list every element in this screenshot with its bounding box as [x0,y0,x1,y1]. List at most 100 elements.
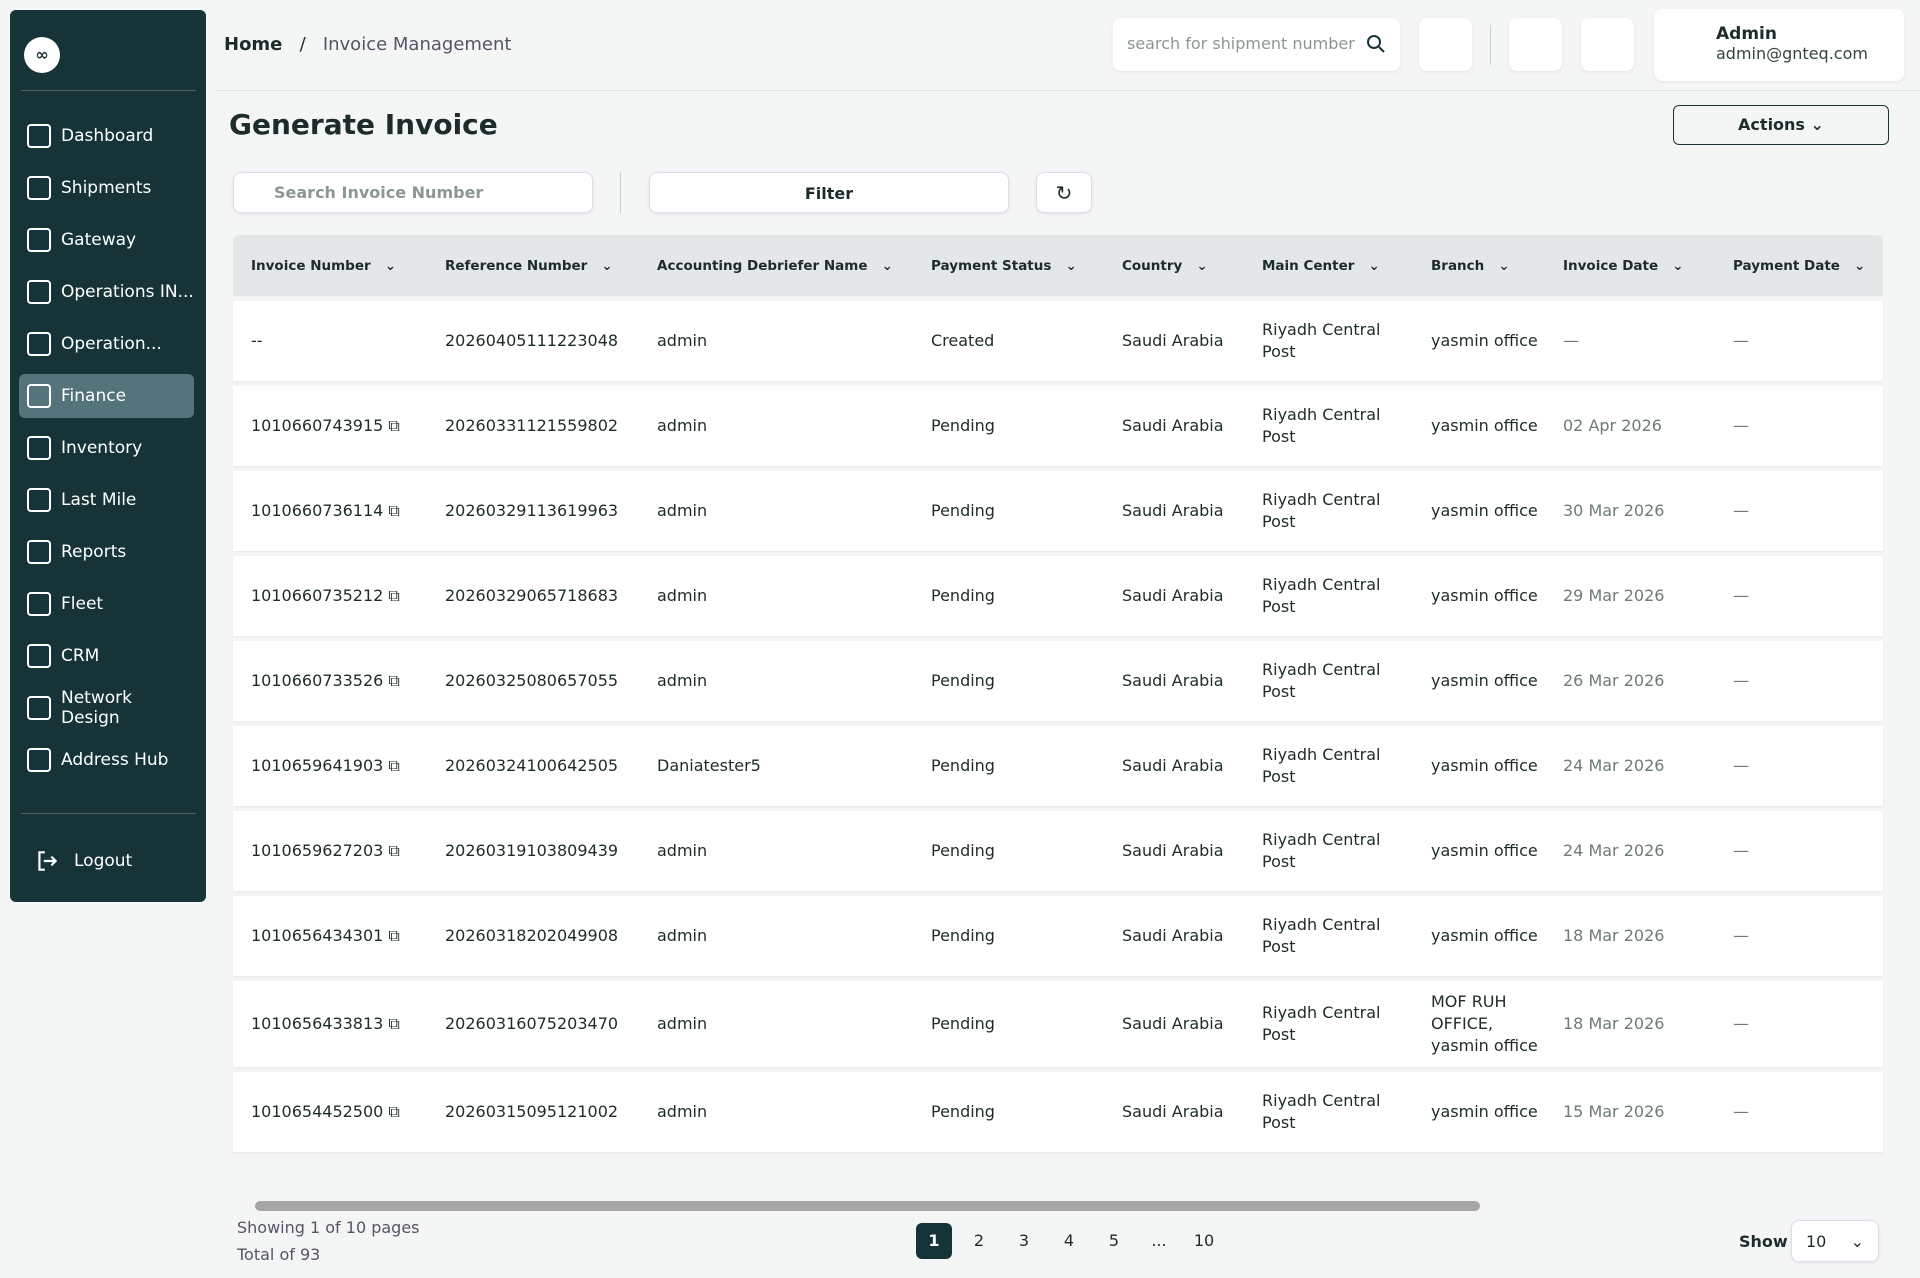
nav-label: Reports [61,542,127,562]
table-cell: yasmin office [1431,670,1563,692]
cell-text: admin [657,1014,708,1033]
cell-text: yasmin office [1431,756,1538,775]
cell-text: Pending [931,756,995,775]
nav-label: Network Design [61,688,132,728]
nav-item[interactable]: Dashboard [19,114,194,158]
cell-text: yasmin office [1431,671,1538,690]
table-cell: Saudi Arabia [1122,330,1262,352]
page-button[interactable]: 1 [916,1223,952,1259]
page-button[interactable]: 4 [1063,1231,1075,1250]
nav-item[interactable]: CRM [19,634,194,678]
cell-text: Riyadh Central Post [1262,405,1381,446]
table-cell: 20260329113619963 [445,500,657,522]
filter-dropdown[interactable]: Filter [649,172,1009,213]
column-header[interactable]: Invoice Number ⌄ [251,258,445,274]
nav-item[interactable]: Gateway [19,218,194,262]
column-header[interactable]: Branch ⌄ [1431,258,1563,274]
copy-icon[interactable]: ⧉ [383,841,400,860]
copy-icon[interactable]: ⧉ [383,671,400,690]
nav-icon [27,228,51,252]
nav-label: Fleet [61,594,104,614]
page-button[interactable]: 3 [1018,1231,1030,1250]
cell-text: — [1563,331,1579,350]
page-button[interactable]: 5 [1108,1231,1120,1250]
cell-text: 1010656434301 [251,926,384,945]
cell-text: 1010659641903 [251,756,384,775]
table-cell: 18 Mar 2026 [1563,1013,1733,1035]
table-cell: admin [657,585,931,607]
table-cell: 24 Mar 2026 [1563,840,1733,862]
cell-text: Riyadh Central Post [1262,320,1381,361]
table-cell: Saudi Arabia [1122,840,1262,862]
cell-text: Pending [931,501,995,520]
cell-text: — [1733,926,1749,945]
nav-item[interactable]: Inventory [19,426,194,470]
cell-text: yasmin office [1431,926,1538,945]
divider [1490,25,1491,65]
cell-text: admin [657,671,708,690]
nav-item[interactable]: Fleet [19,582,194,626]
table-cell: 20260325080657055 [445,670,657,692]
column-header[interactable]: Main Center ⌄ [1262,258,1431,274]
table-cell: 20260319103809439 [445,840,657,862]
showing-text: Showing 1 of 10 pages [237,1218,420,1237]
page-size-select[interactable]: 10 ⌄ [1791,1220,1879,1262]
table-cell: Saudi Arabia [1122,415,1262,437]
scrollbar[interactable] [255,1201,1480,1211]
copy-icon[interactable]: ⧉ [383,1014,400,1033]
nav-item[interactable]: Operations IN... [19,270,194,314]
nav-item[interactable]: Last Mile [19,478,194,522]
page-button[interactable]: 2 [973,1231,985,1250]
cell-text: Saudi Arabia [1122,1014,1224,1033]
nav-label: Inventory [61,438,143,458]
column-header[interactable]: Invoice Date ⌄ [1563,258,1733,274]
cell-text: Pending [931,1014,995,1033]
cell-text: — [1733,416,1749,435]
table-cell: 02 Apr 2026 [1563,415,1733,437]
crumb-home[interactable]: Home [224,34,283,55]
shipment-search[interactable]: search for shipment number [1113,18,1400,71]
copy-icon[interactable]: ⧉ [383,416,400,435]
table-cell: 1010654452500 ⧉ [251,1101,445,1123]
notifications-button[interactable] [1509,18,1562,71]
table-cell: Riyadh Central Post [1262,574,1431,618]
page-button[interactable]: ... [1151,1231,1167,1250]
copy-icon[interactable]: ⧉ [383,1102,400,1121]
calculator-button[interactable] [1419,18,1472,71]
table-row: 1010660736114 ⧉ 20260329113619963 admin Pen… [233,471,1883,551]
cell-text: Saudi Arabia [1122,671,1224,690]
logout[interactable]: Logout [34,848,132,874]
table-cell: Saudi Arabia [1122,1013,1262,1035]
nav-item[interactable]: Shipments [19,166,194,210]
table-cell: 15 Mar 2026 [1563,1101,1733,1123]
search-placeholder: Search Invoice Number [274,183,484,202]
column-header[interactable]: Payment Status ⌄ [931,258,1122,274]
nav-item[interactable]: Network Design [19,686,194,730]
cell-text: Pending [931,671,995,690]
copy-icon[interactable]: ⧉ [383,586,400,605]
copy-icon[interactable]: ⧉ [383,926,400,945]
nav-item[interactable]: Operation... [19,322,194,366]
actions-button[interactable]: Actions ⌄ [1673,105,1889,145]
nav-item[interactable]: Address Hub [19,738,194,782]
column-header[interactable]: Payment Date ⌄ [1733,258,1901,274]
column-header[interactable]: Country ⌄ [1122,258,1262,274]
table-cell: 1010659627203 ⧉ [251,840,445,862]
language-button[interactable] [1581,18,1634,71]
copy-icon[interactable]: ⧉ [383,756,400,775]
nav-item[interactable]: Finance [19,374,194,418]
cell-text: — [1733,331,1749,350]
table-cell: yasmin office [1431,585,1563,607]
cell-text: — [1733,756,1749,775]
page-button[interactable]: 10 [1193,1231,1215,1250]
table-row: 1010659627203 ⧉ 20260319103809439 admin Pen… [233,811,1883,891]
column-header[interactable]: Reference Number ⌄ [445,258,657,274]
nav-label: Last Mile [61,490,137,510]
table-cell: Saudi Arabia [1122,670,1262,692]
column-header[interactable]: Accounting Debriefer Name ⌄ [657,258,931,274]
copy-icon[interactable]: ⧉ [383,501,400,520]
user-menu[interactable]: Admin admin@gnteq.com [1654,9,1904,81]
nav-item[interactable]: Reports [19,530,194,574]
refresh-button[interactable]: ↻ [1036,172,1092,213]
invoice-search[interactable]: Search Invoice Number [233,172,593,213]
